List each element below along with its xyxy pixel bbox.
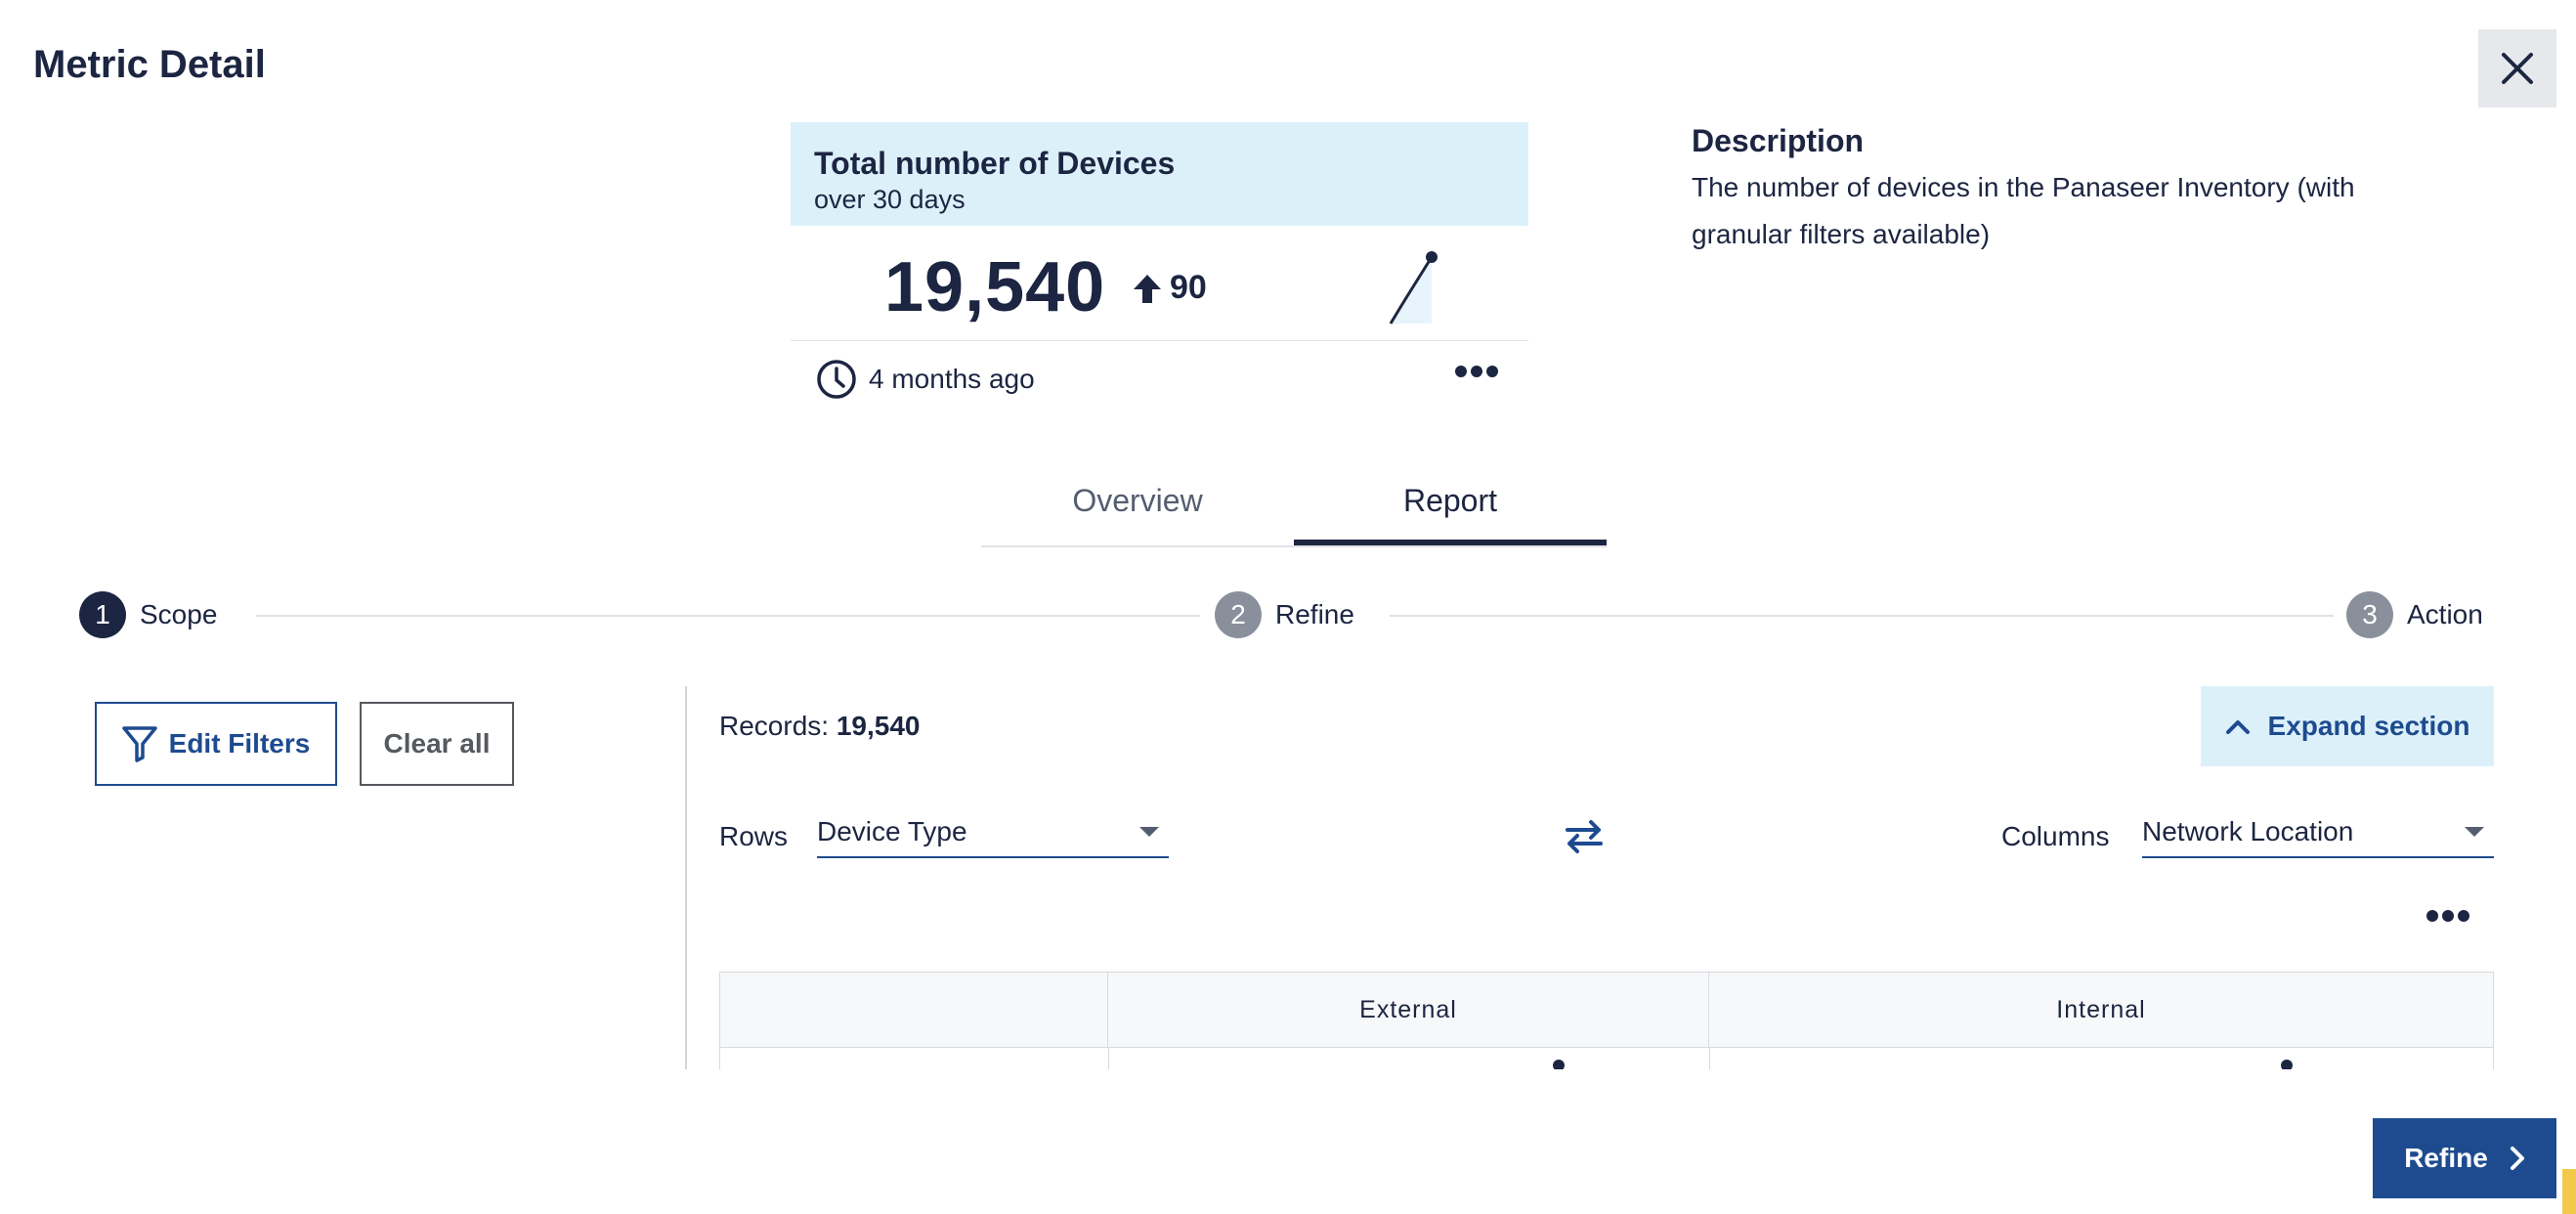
- rows-select-value: Device Type: [817, 816, 967, 846]
- description-text: The number of devices in the Panaseer In…: [1692, 172, 2355, 249]
- step-refine[interactable]: 2 Refine: [1215, 591, 1354, 638]
- metric-card-subtitle: over 30 days: [814, 185, 966, 214]
- corner-accent: [2562, 1169, 2576, 1214]
- filter-icon: [121, 726, 157, 762]
- chevron-right-icon: [2510, 1147, 2524, 1170]
- refine-label: Refine: [2404, 1143, 2488, 1173]
- metric-change-value: 90: [1170, 269, 1207, 306]
- metric-card-divider: [791, 340, 1528, 341]
- records-value: 19,540: [836, 711, 921, 741]
- clock-icon: [817, 360, 856, 399]
- caret-down-icon: [1139, 827, 1159, 837]
- step-number: 2: [1215, 591, 1262, 638]
- close-button[interactable]: [2478, 29, 2556, 108]
- step-connector: [1390, 615, 2334, 617]
- expand-section-button[interactable]: Expand section: [2201, 686, 2494, 766]
- step-number: 3: [2346, 591, 2393, 638]
- refine-button[interactable]: Refine: [2373, 1118, 2556, 1198]
- step-number: 1: [79, 591, 126, 638]
- records-count: Records: 19,540: [719, 711, 920, 742]
- report-table: External Internal: [719, 972, 2494, 1069]
- card-more-icon[interactable]: [1455, 365, 1498, 378]
- step-label: Scope: [140, 599, 218, 629]
- caret-down-icon: [2465, 827, 2484, 837]
- tab-overview[interactable]: Overview: [1072, 482, 1203, 518]
- step-connector: [256, 615, 1200, 617]
- step-label: Action: [2407, 599, 2483, 629]
- last-updated: 4 months ago: [816, 359, 1035, 400]
- clear-all-button[interactable]: Clear all: [360, 702, 514, 786]
- columns-select-value: Network Location: [2142, 816, 2354, 846]
- description-title: Description: [1692, 123, 1865, 158]
- metric-change: 90: [1133, 269, 1207, 307]
- column-separator: [1108, 1048, 1109, 1069]
- modal-title: Metric Detail: [33, 43, 266, 86]
- chevron-up-icon: [2225, 720, 2250, 734]
- step-action[interactable]: 3 Action: [2346, 591, 2483, 638]
- table-header-empty: [719, 972, 1108, 1048]
- metric-card-title: Total number of Devices: [814, 146, 1176, 181]
- close-icon: [2502, 53, 2533, 84]
- column-separator: [1709, 1048, 1710, 1069]
- columns-select[interactable]: Network Location: [2142, 807, 2494, 858]
- tabs: Overview Report: [981, 457, 1607, 547]
- rows-label: Rows: [719, 821, 789, 851]
- bar-marker: [2281, 1060, 2293, 1069]
- sparkline-icon: [1389, 251, 1438, 325]
- metric-value: 19,540: [884, 248, 1106, 326]
- arrow-up-icon: [1134, 274, 1161, 303]
- report-more-icon[interactable]: [2426, 909, 2469, 923]
- table-row: [719, 1047, 2494, 1069]
- records-label: Records:: [719, 711, 830, 741]
- table-header-internal[interactable]: Internal: [1708, 972, 2494, 1048]
- edit-filters-label: Edit Filters: [168, 728, 311, 759]
- columns-label: Columns: [2001, 821, 2110, 851]
- tab-report[interactable]: Report: [1294, 457, 1607, 545]
- swap-icon[interactable]: [1564, 819, 1605, 854]
- bar-marker: [1553, 1060, 1565, 1069]
- table-header-external[interactable]: External: [1107, 972, 1709, 1048]
- last-updated-text: 4 months ago: [869, 364, 1035, 394]
- rows-select[interactable]: Device Type: [817, 807, 1169, 858]
- metric-card: Total number of Devices over 30 days 19,…: [791, 122, 1528, 420]
- expand-section-label: Expand section: [2267, 711, 2470, 741]
- edit-filters-button[interactable]: Edit Filters: [95, 702, 337, 786]
- metric-card-header: Total number of Devices over 30 days: [791, 122, 1528, 226]
- table-header-row: External Internal: [719, 972, 2494, 1048]
- step-label: Refine: [1275, 599, 1354, 629]
- step-scope[interactable]: 1 Scope: [79, 591, 217, 638]
- panel-divider: [685, 686, 687, 1069]
